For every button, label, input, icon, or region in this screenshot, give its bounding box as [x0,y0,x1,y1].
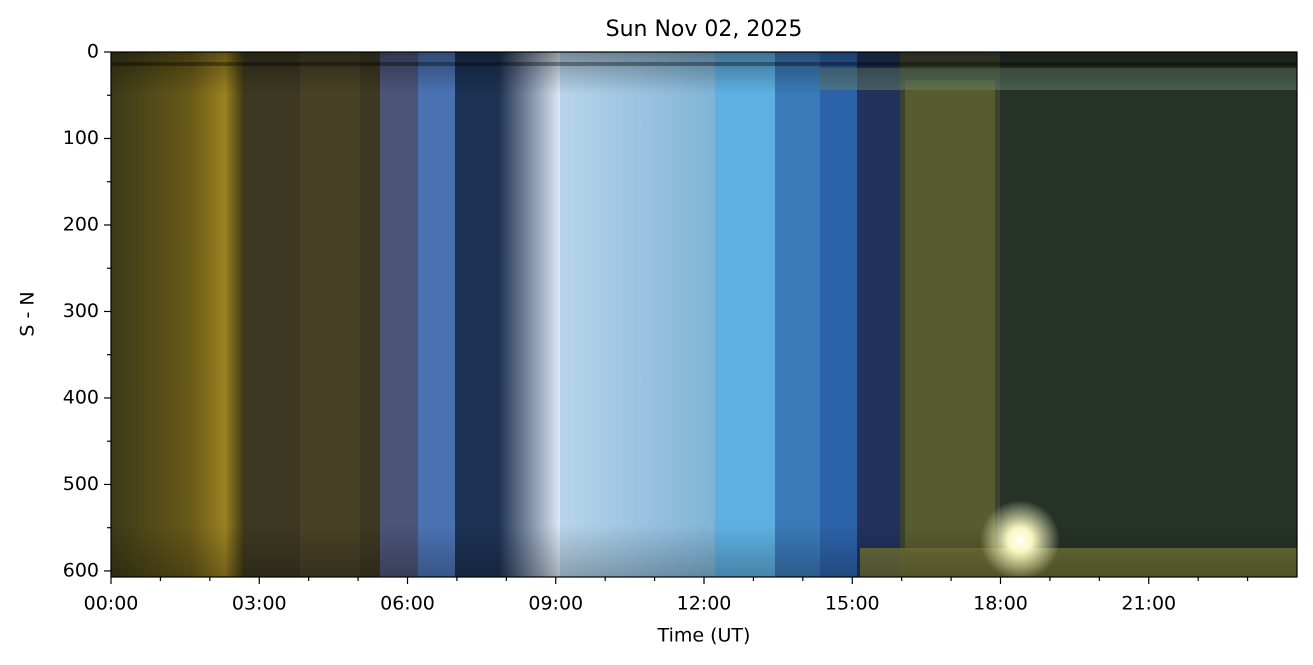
y-tick-label: 200 [63,213,99,235]
y-tick-label: 100 [63,127,99,149]
keogram-image [111,52,1297,580]
x-axis-label: Time (UT) [657,625,751,647]
y-tick-label: 600 [63,559,99,581]
chart-title: Sun Nov 02, 2025 [606,17,803,42]
y-tick-label: 500 [63,473,99,495]
y-tick-label: 400 [63,386,99,408]
y-tick-label: 300 [63,300,99,322]
x-tick-label: 00:00 [84,593,139,615]
x-tick-label: 21:00 [1121,593,1176,615]
x-tick-label: 03:00 [232,593,287,615]
x-tick-label: 15:00 [825,593,880,615]
y-axis-label: S - N [17,291,39,336]
x-tick-label: 09:00 [528,593,583,615]
x-tick-label: 12:00 [677,593,732,615]
x-tick-label: 18:00 [973,593,1028,615]
x-tick-label: 06:00 [380,593,435,615]
y-tick-label: 0 [87,41,99,63]
